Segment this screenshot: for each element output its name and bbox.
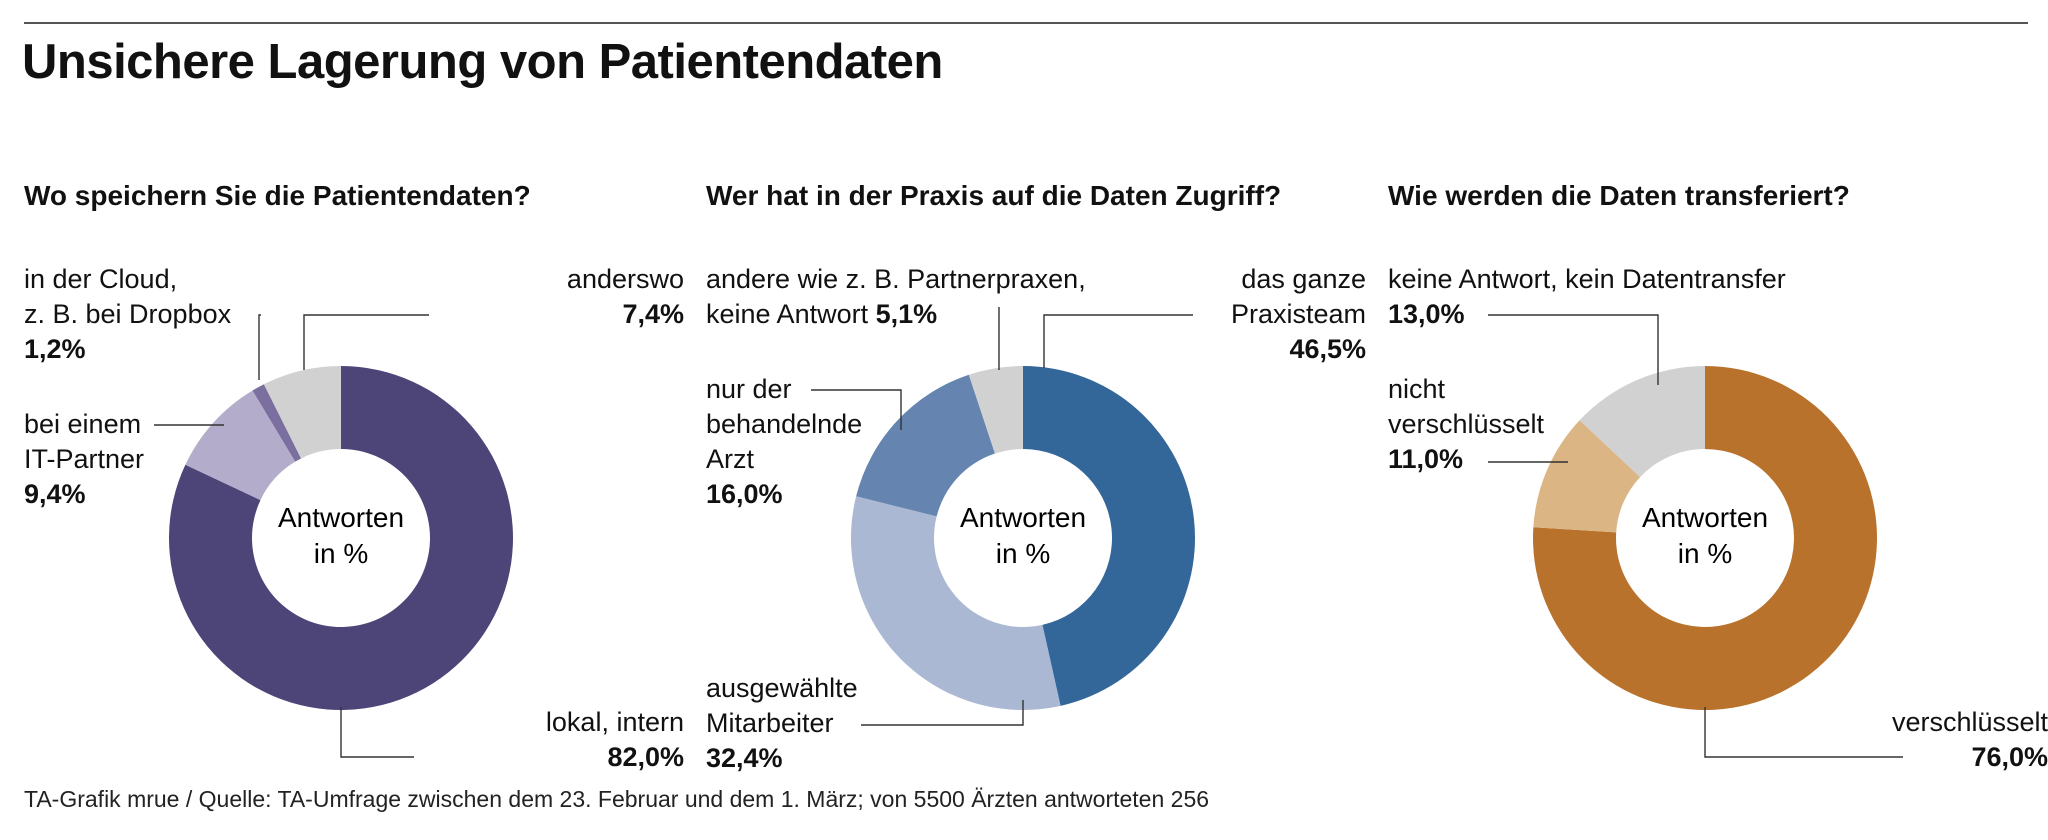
slice-label: anderswo 7,4% bbox=[566, 264, 684, 329]
center-label-line2: in % bbox=[996, 538, 1050, 569]
slice-label: bei einem IT-Partner 9,4% bbox=[24, 409, 145, 509]
chart-title: Unsichere Lagerung von Patientendaten bbox=[22, 35, 943, 89]
slice-label: das ganze Praxisteam 46,5% bbox=[1230, 264, 1366, 364]
center-label-line2: in % bbox=[314, 538, 368, 569]
top-rule bbox=[24, 22, 2028, 24]
pie-slice-lokal-intern bbox=[169, 366, 513, 710]
slice-label: verschlüsselt 76,0% bbox=[1891, 707, 2048, 772]
center-label-line1: Antworten bbox=[278, 502, 404, 533]
pie-slice-andere-wie-z-b-partnerpraxen-keine-antwort bbox=[968, 366, 1023, 454]
slice-label: nur der behandelnde Arzt 16,0% bbox=[706, 374, 863, 509]
donut-chart: Antworten in % bbox=[154, 314, 513, 758]
donut-chart: Antworten in % bbox=[811, 307, 1195, 726]
leader-line bbox=[340, 707, 414, 758]
pie-slice-ausgewählte-mitarbeiter bbox=[851, 496, 1061, 710]
slice-label: keine Antwort, kein Datentransfer 13,0% bbox=[1388, 264, 1786, 329]
leader-line bbox=[1488, 314, 1659, 385]
chart-panel-access: Wer hat in der Praxis auf die Daten Zugr… bbox=[706, 0, 1389, 800]
panel-title: Wie werden die Daten transferiert? bbox=[1388, 180, 1850, 211]
leader-line bbox=[811, 389, 902, 430]
pie-slice-nicht-verschlüsselt bbox=[1533, 420, 1641, 533]
pie-slice-bei-einem-it-partner bbox=[185, 390, 296, 501]
center-label-line1: Antworten bbox=[960, 502, 1086, 533]
donut-chart: Antworten in % bbox=[1488, 314, 1903, 758]
slice-label: in der Cloud, z. B. bei Dropbox 1,2% bbox=[24, 264, 232, 364]
slice-label: lokal, intern 82,0% bbox=[545, 707, 684, 772]
pie-slice-anderswo bbox=[263, 366, 341, 459]
slice-label: andere wie z. B. Partnerpraxen, keine An… bbox=[706, 264, 1086, 329]
pie-slice-keine-antwort-kein-datentransfer bbox=[1579, 366, 1705, 478]
slice-label: ausgewählte Mitarbeiter 32,4% bbox=[706, 673, 858, 773]
pie-slice-in-der-cloud-z-b-bei-dropbox bbox=[252, 384, 302, 462]
leader-line bbox=[1043, 314, 1193, 368]
pie-slice-das-ganze-praxisteam bbox=[1023, 366, 1195, 706]
pie-slice-nur-der-behandelnde-arzt bbox=[856, 374, 995, 517]
pie-slice-verschlüsselt bbox=[1533, 366, 1877, 710]
center-label-line1: Antworten bbox=[1642, 502, 1768, 533]
panel-title: Wer hat in der Praxis auf die Daten Zugr… bbox=[706, 180, 1282, 211]
center-label-line2: in % bbox=[1678, 538, 1732, 569]
panel-title: Wo speichern Sie die Patientendaten? bbox=[24, 180, 531, 211]
leader-line bbox=[1704, 707, 1903, 758]
chart-panel-transfer: Wie werden die Daten transferiert? Antwo… bbox=[1388, 0, 2048, 800]
leader-line bbox=[258, 314, 261, 380]
slice-label: nicht verschlüsselt 11,0% bbox=[1388, 374, 1545, 474]
leader-line bbox=[303, 314, 429, 370]
leader-line bbox=[861, 700, 1024, 726]
chart-panel-storage: Wo speichern Sie die Patientendaten? Ant… bbox=[24, 0, 707, 800]
source-footer: TA-Grafik mrue / Quelle: TA-Umfrage zwis… bbox=[24, 786, 1210, 812]
